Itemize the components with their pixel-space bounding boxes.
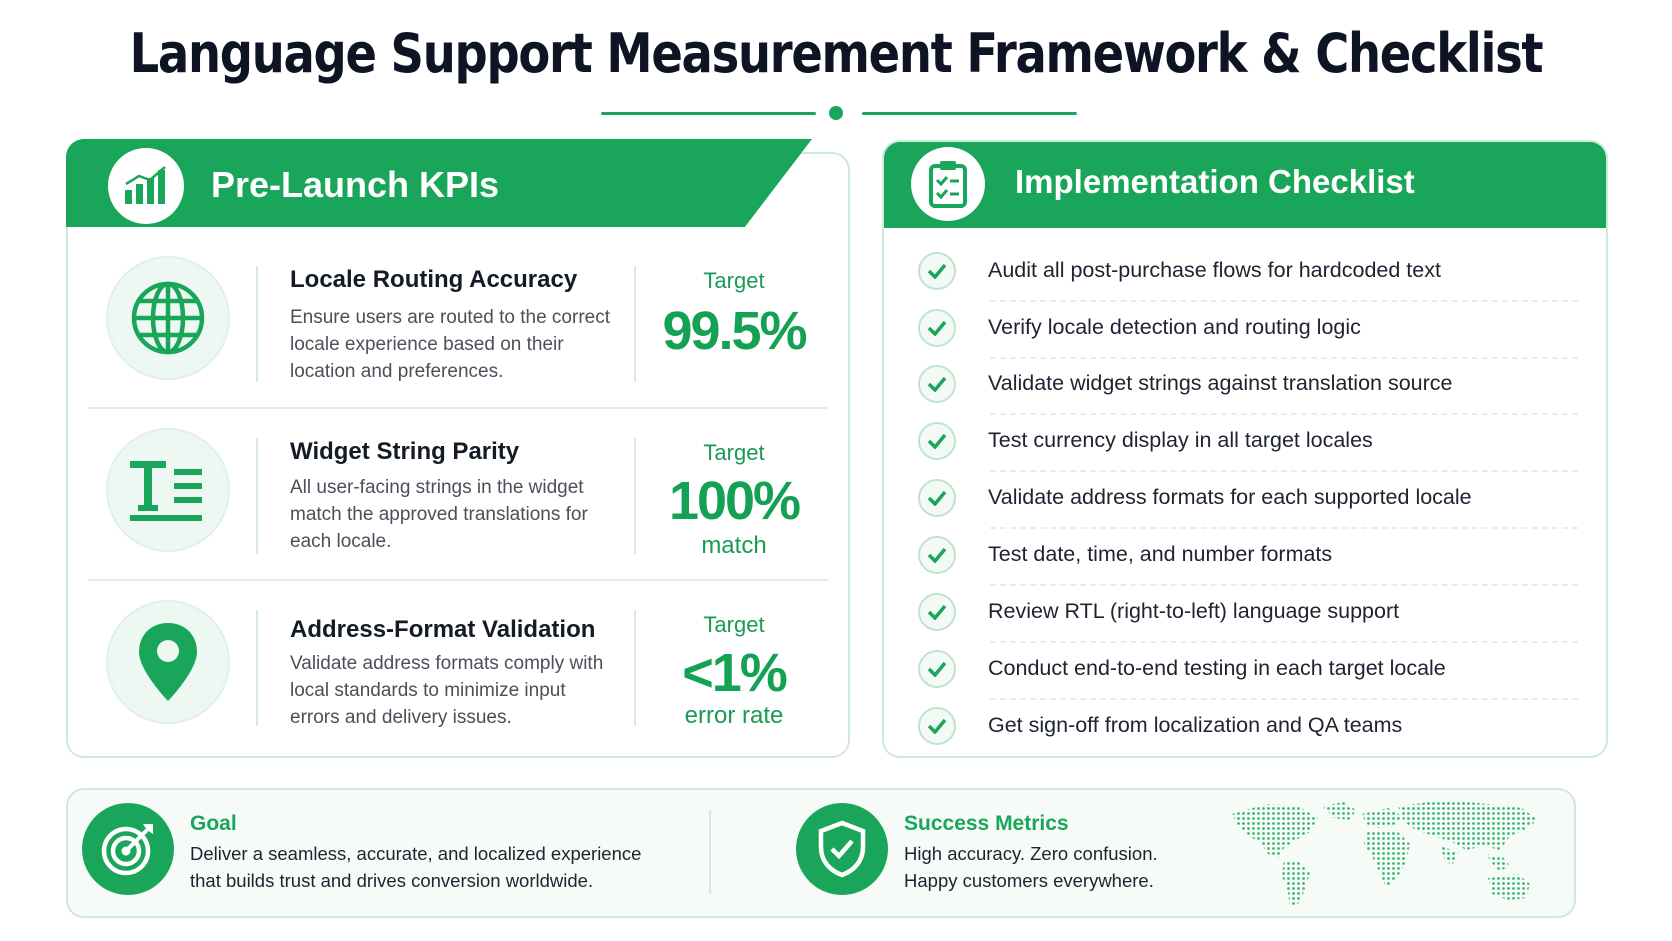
kpi-title: Address-Format Validation	[290, 616, 596, 643]
checklist-separator	[990, 641, 1578, 643]
checkmark-icon	[918, 252, 956, 290]
checklist-section-title: Implementation Checklist	[1015, 163, 1415, 200]
success-metrics-title: Success Metrics	[904, 812, 1069, 835]
world-map-icon	[1232, 800, 1538, 908]
kpi-description: All user-facing strings in the widget ma…	[290, 477, 588, 552]
checkmark-icon	[918, 650, 956, 688]
checkmark-icon	[918, 536, 956, 574]
checklist-item-label: Review RTL (right-to-left) language supp…	[988, 599, 1400, 623]
success-text-line2: Happy customers everywhere.	[904, 870, 1154, 891]
checklist-separator	[990, 357, 1578, 359]
checklist-item[interactable]: Validate address formats for each suppor…	[918, 475, 1578, 529]
kpi-row: Widget String Parity All user-facing str…	[66, 410, 850, 582]
checklist-panel	[882, 140, 1608, 758]
kpi-target-unit: match	[701, 532, 767, 559]
goal-title: Goal	[190, 812, 237, 835]
kpi-target-value: 100%	[668, 471, 801, 531]
location-pin-icon	[106, 600, 230, 724]
kpi-row: Locale Routing Accuracy Ensure users are…	[66, 238, 850, 410]
checklist-separator	[990, 527, 1578, 529]
footer-separator	[709, 810, 711, 894]
checklist-item-label: Test currency display in all target loca…	[988, 428, 1373, 452]
kpi-description: Validate address formats comply with loc…	[290, 653, 604, 728]
checklist-item[interactable]: Conduct end-to-end testing in each targe…	[918, 646, 1578, 700]
kpi-separator	[634, 438, 636, 554]
globe-icon	[106, 256, 230, 380]
text-icon	[106, 428, 230, 552]
kpi-target-label: Target	[703, 268, 765, 293]
checklist-item-label: Audit all post-purchase flows for hardco…	[988, 258, 1441, 282]
checklist-item[interactable]: Review RTL (right-to-left) language supp…	[918, 589, 1578, 643]
checklist-item[interactable]: Test date, time, and number formats	[918, 532, 1578, 586]
checklist-item-label: Get sign-off from localization and QA te…	[988, 713, 1403, 737]
checklist-item[interactable]: Test currency display in all target loca…	[918, 418, 1578, 472]
checklist-separator	[990, 470, 1578, 472]
checkmark-icon	[918, 479, 956, 517]
checklist-item[interactable]: Get sign-off from localization and QA te…	[918, 703, 1578, 751]
checklist-item-label: Verify locale detection and routing logi…	[988, 315, 1361, 339]
kpi-separator	[634, 266, 636, 382]
kpi-separator	[256, 610, 258, 726]
kpi-row: Address-Format Validation Validate addre…	[66, 582, 850, 754]
checkmark-icon	[918, 422, 956, 460]
kpi-target-label: Target	[703, 612, 765, 637]
checklist-separator	[990, 698, 1578, 700]
title-divider-dot	[829, 106, 843, 120]
kpi-section-title: Pre-Launch KPIs	[211, 164, 500, 205]
success-text-line1: High accuracy. Zero confusion.	[904, 843, 1158, 864]
title-divider-right	[862, 112, 1077, 115]
clipboard-check-icon	[911, 147, 985, 221]
kpi-target-value: <1%	[682, 643, 788, 703]
checkmark-icon	[918, 707, 956, 745]
checkmark-icon	[918, 309, 956, 347]
kpi-description: Ensure users are routed to the correct l…	[290, 307, 610, 382]
checkmark-icon	[918, 593, 956, 631]
kpi-target-label: Target	[703, 440, 765, 465]
shield-check-icon	[796, 803, 888, 895]
kpi-header-banner	[66, 139, 812, 227]
kpi-target-value: 99.5%	[662, 301, 807, 361]
title-divider-left	[601, 112, 816, 115]
checklist-separator	[990, 300, 1578, 302]
page-title: Language Support Measurement Framework &…	[129, 22, 1544, 85]
checklist-item-label: Validate address formats for each suppor…	[988, 485, 1472, 509]
target-icon	[82, 803, 174, 895]
checklist-separator	[990, 413, 1578, 415]
kpi-separator	[256, 266, 258, 382]
bar-chart-icon	[108, 148, 184, 224]
kpi-title: Widget String Parity	[290, 438, 520, 465]
kpi-divider	[88, 579, 828, 581]
checkmark-icon	[918, 365, 956, 403]
checklist-item[interactable]: Audit all post-purchase flows for hardco…	[918, 248, 1578, 302]
checklist-header-banner	[884, 142, 1606, 228]
goal-text-line2: that builds trust and drives conversion …	[190, 870, 594, 891]
kpi-divider	[88, 407, 828, 409]
goal-text-line1: Deliver a seamless, accurate, and locali…	[190, 843, 642, 864]
checklist-item-label: Test date, time, and number formats	[988, 542, 1333, 566]
kpi-title: Locale Routing Accuracy	[290, 266, 578, 293]
checklist-item[interactable]: Verify locale detection and routing logi…	[918, 305, 1578, 359]
checklist-item[interactable]: Validate widget strings against translat…	[918, 361, 1578, 415]
kpi-target-unit: error rate	[684, 702, 784, 729]
kpi-separator	[256, 438, 258, 554]
checklist-item-label: Conduct end-to-end testing in each targe…	[988, 656, 1446, 680]
checklist-separator	[990, 584, 1578, 586]
checklist-item-label: Validate widget strings against translat…	[988, 371, 1453, 395]
kpi-separator	[634, 610, 636, 726]
